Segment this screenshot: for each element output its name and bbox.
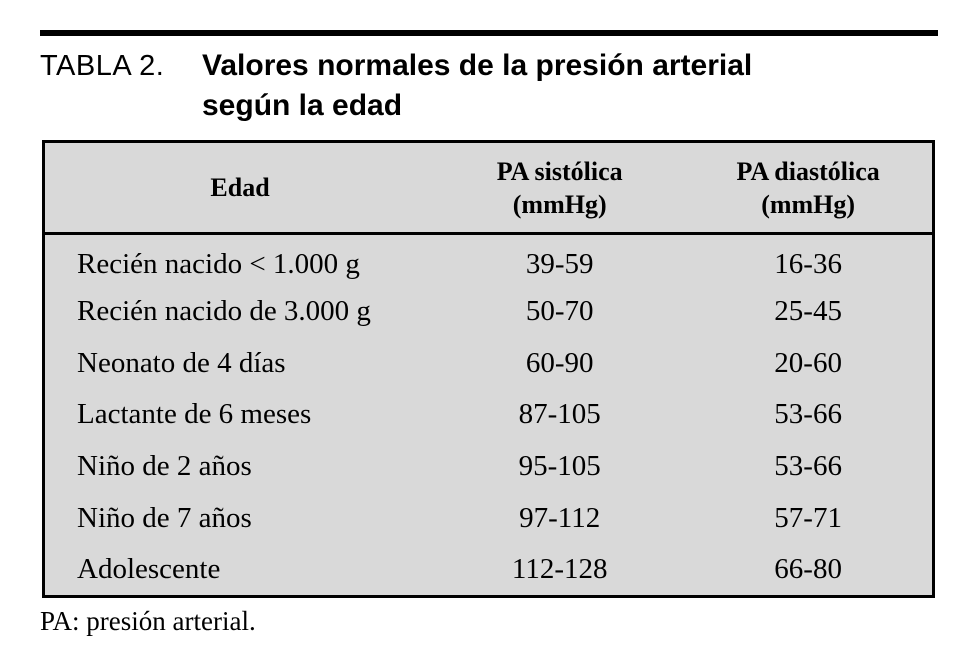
table-caption: TABLA 2. Valores normales de la presión … <box>40 46 822 126</box>
cell-sistolica: 60-90 <box>525 346 594 379</box>
cell-edad: Niño de 2 años <box>77 450 252 483</box>
column-header-edad: Edad <box>43 141 436 235</box>
cell-edad: Niño de 7 años <box>77 502 252 535</box>
cell-edad: Recién nacido de 3.000 g <box>77 294 371 327</box>
column-header-line1: Edad <box>210 173 270 202</box>
cell-diastolica: 16-36 <box>774 247 842 280</box>
cell-sistolica: 39-59 <box>525 247 594 280</box>
table-body: Recién nacido < 1.000 g 39-59 16-36 Reci… <box>44 234 934 597</box>
column-header-sistolica: PA sistólica (mmHg) <box>435 141 685 235</box>
cell-edad: Recién nacido < 1.000 g <box>77 247 360 280</box>
column-header-line2: (mmHg) <box>761 189 856 219</box>
table-row: Niño de 7 años 97-112 57-71 <box>44 493 934 545</box>
table-row: Adolescente 112-128 66-80 <box>44 545 934 597</box>
table-header: Edad PA sistólica (mmHg) PA diastólica (… <box>43 141 934 235</box>
top-rule-divider <box>40 30 938 36</box>
blood-pressure-table: Edad PA sistólica (mmHg) PA diastólica (… <box>42 140 935 598</box>
cell-edad: Neonato de 4 días <box>77 346 286 379</box>
table-row: Recién nacido de 3.000 g 50-70 25-45 <box>44 285 934 337</box>
cell-sistolica: 97-112 <box>519 502 601 535</box>
header-row: Edad PA sistólica (mmHg) PA diastólica (… <box>43 141 934 235</box>
cell-edad: Lactante de 6 meses <box>77 398 312 431</box>
cell-diastolica: 66-80 <box>774 553 842 586</box>
cell-sistolica: 95-105 <box>518 450 601 483</box>
column-header-line2: (mmHg) <box>512 189 607 219</box>
table-row: Lactante de 6 meses 87-105 53-66 <box>44 389 934 441</box>
cell-sistolica: 87-105 <box>518 398 601 431</box>
cell-diastolica: 57-71 <box>774 502 842 535</box>
cell-sistolica: 112-128 <box>511 553 608 586</box>
cell-edad: Adolescente <box>77 553 221 586</box>
cell-sistolica: 50-70 <box>525 294 594 327</box>
column-header-diastolica: PA diastólica (mmHg) <box>684 141 934 235</box>
cell-diastolica: 53-66 <box>774 398 842 431</box>
cell-diastolica: 25-45 <box>774 294 842 327</box>
cell-diastolica: 53-66 <box>774 450 842 483</box>
table-row: Neonato de 4 días 60-90 20-60 <box>44 337 934 389</box>
table-footnote: PA: presión arterial. <box>40 606 256 636</box>
table-row: Recién nacido < 1.000 g 39-59 16-36 <box>44 234 934 286</box>
table-caption-label: TABLA 2. <box>40 50 165 82</box>
column-header-line1: PA sistólica <box>496 156 623 186</box>
table-caption-title: Valores normales de la presión arterial … <box>202 49 753 122</box>
cell-diastolica: 20-60 <box>774 346 842 379</box>
table-row: Niño de 2 años 95-105 53-66 <box>44 441 934 493</box>
column-header-line1: PA diastólica <box>736 156 880 186</box>
